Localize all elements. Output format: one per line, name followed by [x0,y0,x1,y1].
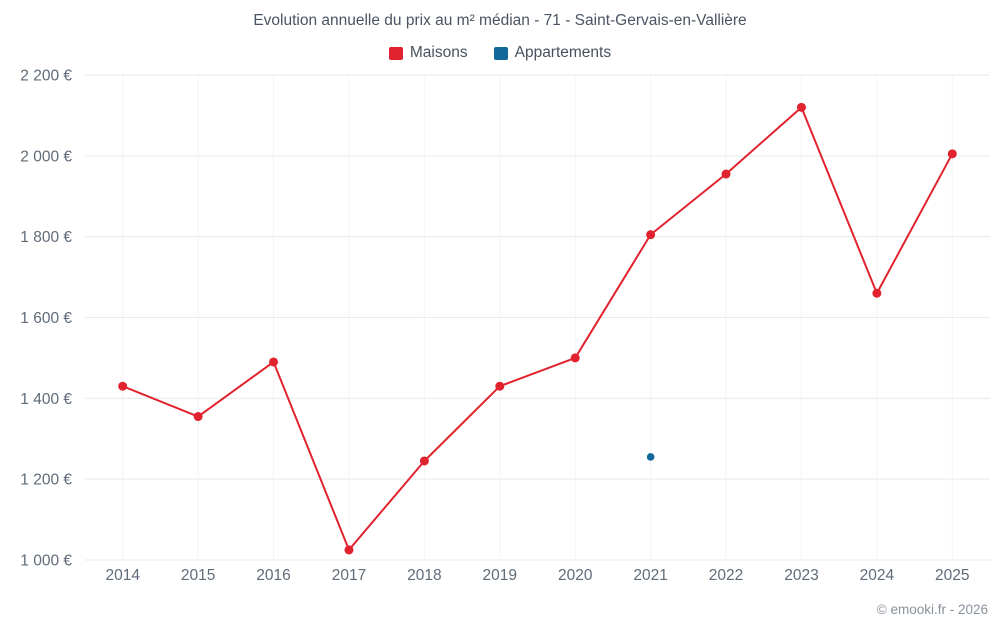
y-tick-label: 1 000 € [20,553,72,570]
y-tick-label: 2 200 € [20,68,72,85]
x-tick-label: 2021 [633,567,667,584]
data-point-appartements-2021[interactable] [646,453,655,461]
y-tick-label: 1 600 € [20,310,72,327]
data-point-maisons-2025[interactable] [947,149,957,159]
x-tick-label: 2025 [935,567,969,584]
data-point-maisons-2015[interactable] [193,412,203,422]
data-point-maisons-2014[interactable] [118,381,128,391]
series-line-maisons [121,106,954,551]
x-tick-label: 2019 [483,567,517,584]
x-tick-label: 2023 [784,567,818,584]
data-point-maisons-2018[interactable] [419,456,429,466]
chart-footer-credit: © emooki.fr - 2026 [876,602,988,617]
legend-item-maisons[interactable]: Maisons [388,44,468,62]
chart-title: Evolution annuelle du prix au m² médian … [253,12,747,29]
data-point-maisons-2022[interactable] [721,169,731,179]
legend-swatch-appartements [493,46,508,60]
chart-legend: Maisons Appartements [0,44,1000,62]
x-tick-label: 2018 [407,567,441,584]
data-point-maisons-2017[interactable] [344,545,354,555]
x-tick-label: 2016 [256,567,290,584]
data-point-maisons-2016[interactable] [269,357,279,367]
x-tick-label: 2024 [860,567,895,584]
x-tick-label: 2015 [181,567,215,584]
x-tick-label: 2017 [332,567,366,584]
data-point-maisons-2019[interactable] [495,381,505,391]
legend-label-maisons: Maisons [409,44,468,61]
y-tick-label: 1 400 € [20,391,72,408]
data-point-maisons-2020[interactable] [570,353,580,363]
y-tick-label: 2 000 € [20,148,72,165]
x-tick-label: 2022 [709,567,743,584]
legend-swatch-maisons [388,46,403,60]
y-tick-label: 1 800 € [20,229,72,246]
data-point-maisons-2024[interactable] [872,288,882,298]
legend-label-appartements: Appartements [514,44,612,61]
y-tick-label: 1 200 € [20,472,72,489]
data-point-maisons-2021[interactable] [646,230,656,240]
data-point-maisons-2023[interactable] [796,102,806,112]
x-tick-label: 2014 [105,567,140,584]
legend-item-appartements[interactable]: Appartements [493,44,612,62]
x-tick-label: 2020 [558,567,593,584]
